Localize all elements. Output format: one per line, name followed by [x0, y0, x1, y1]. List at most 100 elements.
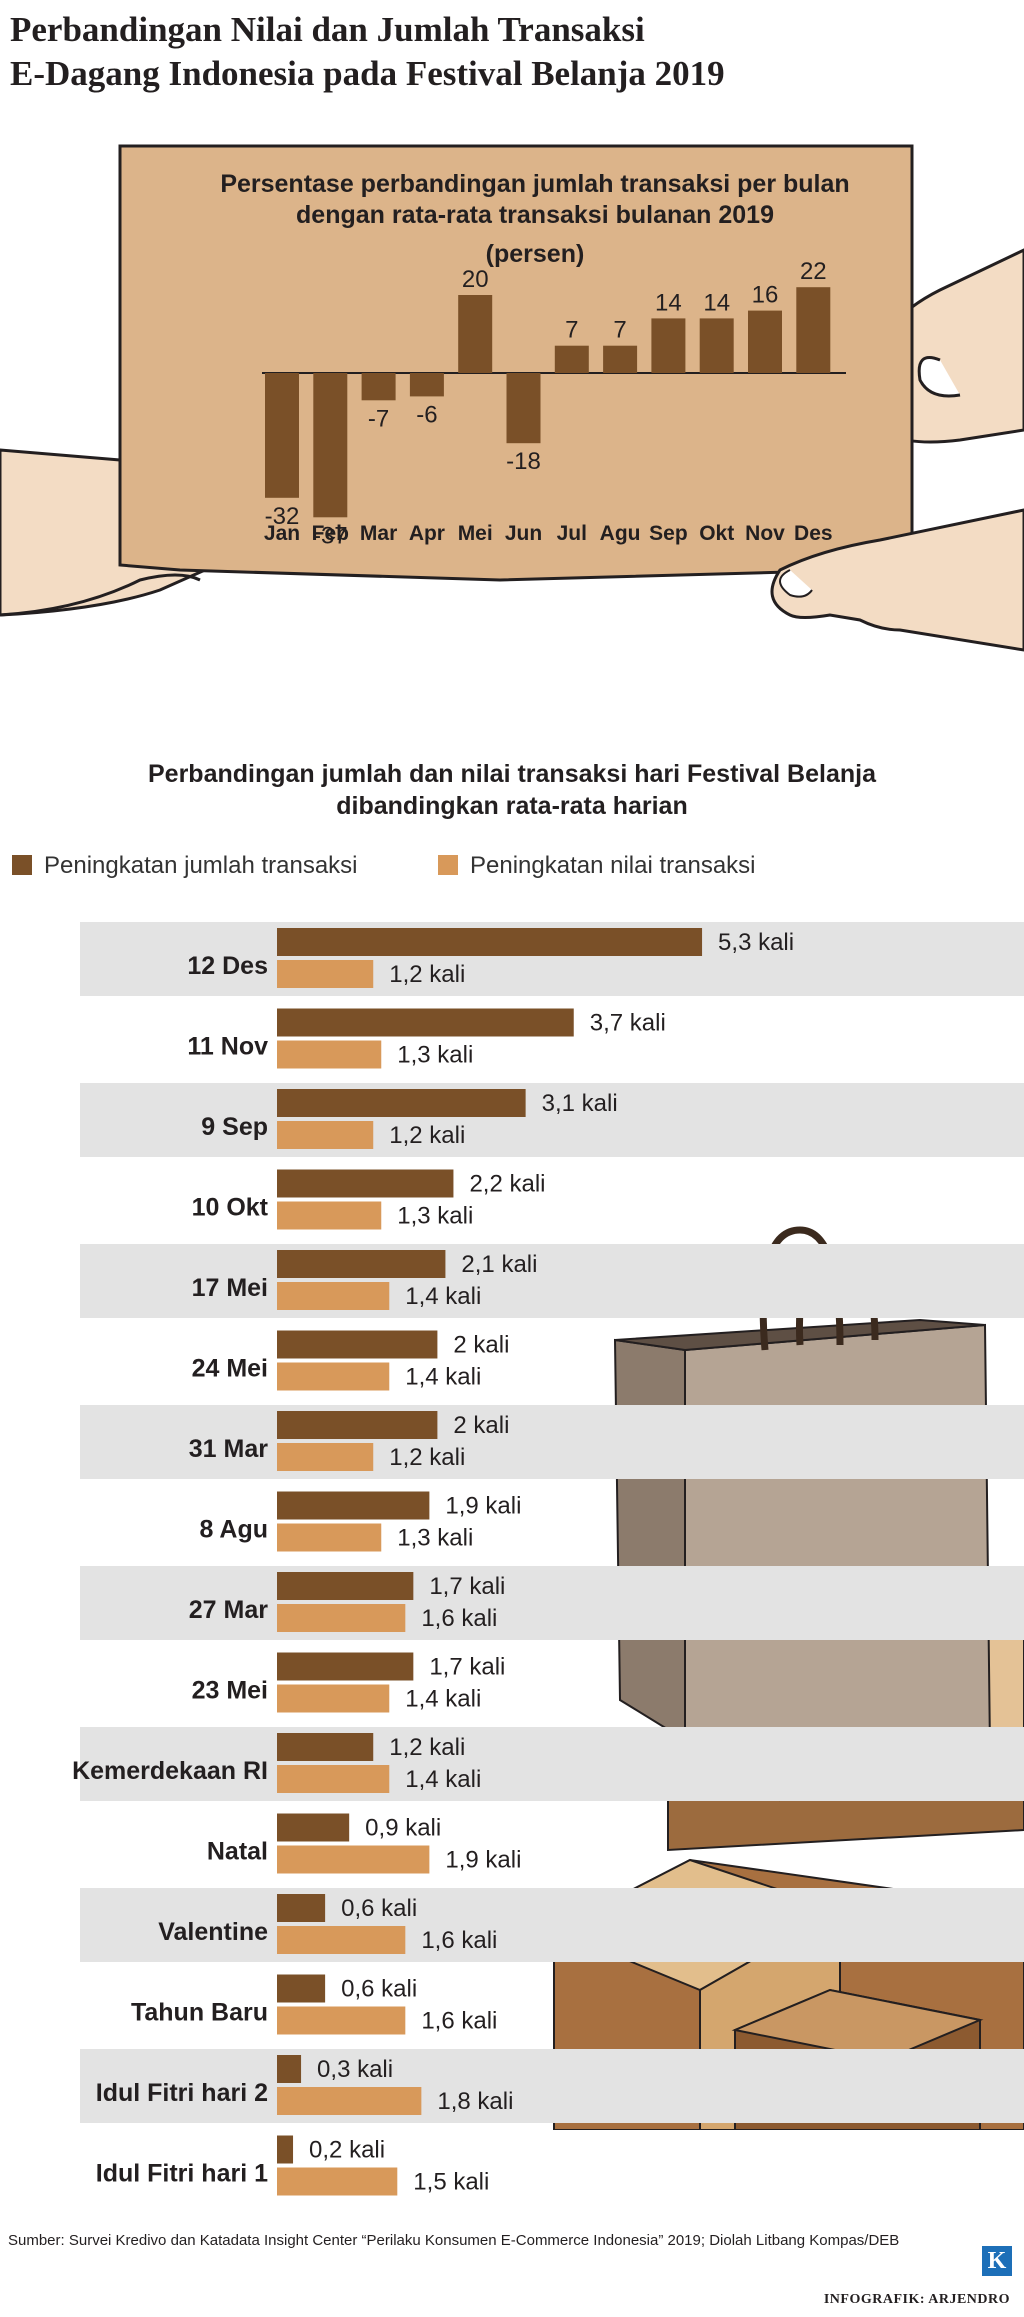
- row-stripe: [80, 1083, 1024, 1157]
- festival-chart-title: Perbandingan jumlah dan nilai transaksi …: [0, 758, 1024, 822]
- legend-swatch-jumlah: [12, 855, 32, 875]
- bar-jumlah-11-nov: [277, 1008, 574, 1037]
- bar-jumlah-valentine: [277, 1894, 326, 1922]
- category-label-9-sep: 9 Sep: [201, 1113, 268, 1141]
- bar-nilai-10-okt: [277, 1201, 382, 1230]
- monthly-bar-des: [796, 287, 831, 373]
- value-jumlah-idul-fitri-hari-2: 0,3 kali: [317, 2056, 393, 2083]
- bar-nilai-9-sep: [277, 1121, 374, 1149]
- bar-nilai-tahun-baru: [277, 2006, 406, 2035]
- category-label-10-okt: 10 Okt: [192, 1194, 269, 1222]
- row-stripe: [80, 1244, 1024, 1318]
- value-nilai-valentine: 1,6 kali: [421, 1927, 497, 1954]
- monthly-chart-title-line2: dengan rata-rata transaksi bulanan 2019: [296, 201, 774, 229]
- monthly-chart-title-line3: (persen): [486, 240, 585, 268]
- legend-swatch-nilai: [438, 855, 458, 875]
- monthly-bar-jan: [265, 373, 299, 498]
- value-nilai-10-okt: 1,3 kali: [397, 1203, 473, 1230]
- bar-nilai-12-des: [277, 960, 374, 988]
- category-label-natal: Natal: [207, 1838, 268, 1866]
- value-jumlah-31-mar: 2 kali: [453, 1412, 509, 1439]
- bar-nilai-17-mei: [277, 1282, 390, 1310]
- main-title-line1: Perbandingan Nilai dan Jumlah Transaksi: [10, 10, 645, 49]
- row-stripe: [80, 1727, 1024, 1801]
- monthly-value-mei: 20: [462, 266, 489, 293]
- value-nilai-27-mar: 1,6 kali: [421, 1605, 497, 1632]
- monthly-category-mei: Mei: [458, 522, 493, 545]
- monthly-value-agu: 7: [613, 317, 626, 344]
- bar-nilai-natal: [277, 1845, 430, 1874]
- bar-nilai-11-nov: [277, 1040, 382, 1069]
- value-nilai-24-mei: 1,4 kali: [405, 1364, 481, 1391]
- bar-jumlah-23-mei: [277, 1652, 414, 1681]
- value-jumlah-27-mar: 1,7 kali: [429, 1573, 505, 1600]
- main-title-line2: E-Dagang Indonesia pada Festival Belanja…: [10, 54, 725, 93]
- value-nilai-31-mar: 1,2 kali: [389, 1444, 465, 1471]
- category-label-idul-fitri-hari-1: Idul Fitri hari 1: [96, 2160, 268, 2188]
- category-label-kemerdekaan-ri: Kemerdekaan RI: [72, 1757, 268, 1785]
- monthly-bar-sep: [651, 318, 686, 373]
- category-label-31-mar: 31 Mar: [189, 1435, 268, 1463]
- legend-item-jumlah: Peningkatan jumlah transaksi: [12, 852, 358, 880]
- monthly-value-jul: 7: [565, 317, 578, 344]
- monthly-value-jan: -32: [265, 503, 300, 530]
- monthly-bar-mar: [361, 373, 396, 401]
- value-jumlah-9-sep: 3,1 kali: [542, 1090, 618, 1117]
- bar-jumlah-27-mar: [277, 1572, 414, 1600]
- monthly-value-nov: 16: [752, 282, 779, 309]
- row-stripe: [80, 1566, 1024, 1640]
- monthly-value-des: 22: [800, 258, 827, 285]
- value-jumlah-24-mei: 2 kali: [453, 1332, 509, 1359]
- value-nilai-9-sep: 1,2 kali: [389, 1122, 465, 1149]
- monthly-bar-nov: [748, 310, 782, 373]
- legend-label-nilai: Peningkatan nilai transaksi: [470, 852, 756, 879]
- monthly-bar-jul: [554, 345, 589, 373]
- value-nilai-kemerdekaan-ri: 1,4 kali: [405, 1766, 481, 1793]
- category-label-27-mar: 27 Mar: [189, 1596, 268, 1624]
- bar-nilai-31-mar: [277, 1443, 374, 1471]
- monthly-category-mar: Mar: [360, 522, 397, 545]
- monthly-value-sep: 14: [655, 289, 682, 316]
- value-jumlah-tahun-baru: 0,6 kali: [341, 1976, 417, 2003]
- bar-nilai-27-mar: [277, 1604, 406, 1632]
- bar-nilai-kemerdekaan-ri: [277, 1765, 390, 1793]
- category-label-23-mei: 23 Mei: [192, 1677, 268, 1705]
- value-jumlah-12-des: 5,3 kali: [718, 929, 794, 956]
- kompas-logo: K: [982, 2246, 1012, 2276]
- category-label-idul-fitri-hari-2: Idul Fitri hari 2: [96, 2079, 268, 2107]
- bar-jumlah-idul-fitri-hari-1: [277, 2135, 294, 2164]
- monthly-bar-feb: [313, 373, 348, 518]
- bar-jumlah-tahun-baru: [277, 1974, 326, 2003]
- value-nilai-17-mei: 1,4 kali: [405, 1283, 481, 1310]
- bar-jumlah-12-des: [277, 928, 703, 956]
- bar-jumlah-8-agu: [277, 1491, 430, 1520]
- monthly-category-okt: Okt: [699, 522, 734, 545]
- value-jumlah-valentine: 0,6 kali: [341, 1895, 417, 1922]
- legend-item-nilai: Peningkatan nilai transaksi: [438, 852, 756, 880]
- bar-nilai-valentine: [277, 1926, 406, 1954]
- monthly-category-feb: Feb: [312, 522, 349, 545]
- value-jumlah-23-mei: 1,7 kali: [429, 1654, 505, 1681]
- value-nilai-23-mei: 1,4 kali: [405, 1686, 481, 1713]
- value-nilai-11-nov: 1,3 kali: [397, 1042, 473, 1069]
- bar-jumlah-9-sep: [277, 1089, 526, 1117]
- monthly-bar-agu: [603, 345, 638, 373]
- value-nilai-8-agu: 1,3 kali: [397, 1525, 473, 1552]
- category-label-valentine: Valentine: [158, 1918, 268, 1946]
- monthly-category-sep: Sep: [649, 522, 688, 545]
- value-jumlah-10-okt: 2,2 kali: [469, 1171, 545, 1198]
- monthly-category-des: Des: [794, 522, 833, 545]
- monthly-chart: Persentase perbandingan jumlah transaksi…: [220, 170, 849, 549]
- row-stripe: [80, 1405, 1024, 1479]
- bar-jumlah-natal: [277, 1813, 350, 1842]
- monthly-bar-okt: [699, 318, 734, 373]
- monthly-category-jan: Jan: [264, 522, 300, 545]
- bar-jumlah-24-mei: [277, 1330, 438, 1359]
- bar-nilai-23-mei: [277, 1684, 390, 1713]
- bar-nilai-8-agu: [277, 1523, 382, 1552]
- value-nilai-tahun-baru: 1,6 kali: [421, 2008, 497, 2035]
- monthly-value-feb: -37: [313, 522, 348, 549]
- bar-nilai-24-mei: [277, 1362, 390, 1391]
- festival-chart-title-line1: Perbandingan jumlah dan nilai transaksi …: [147, 760, 876, 788]
- monthly-category-apr: Apr: [409, 522, 445, 545]
